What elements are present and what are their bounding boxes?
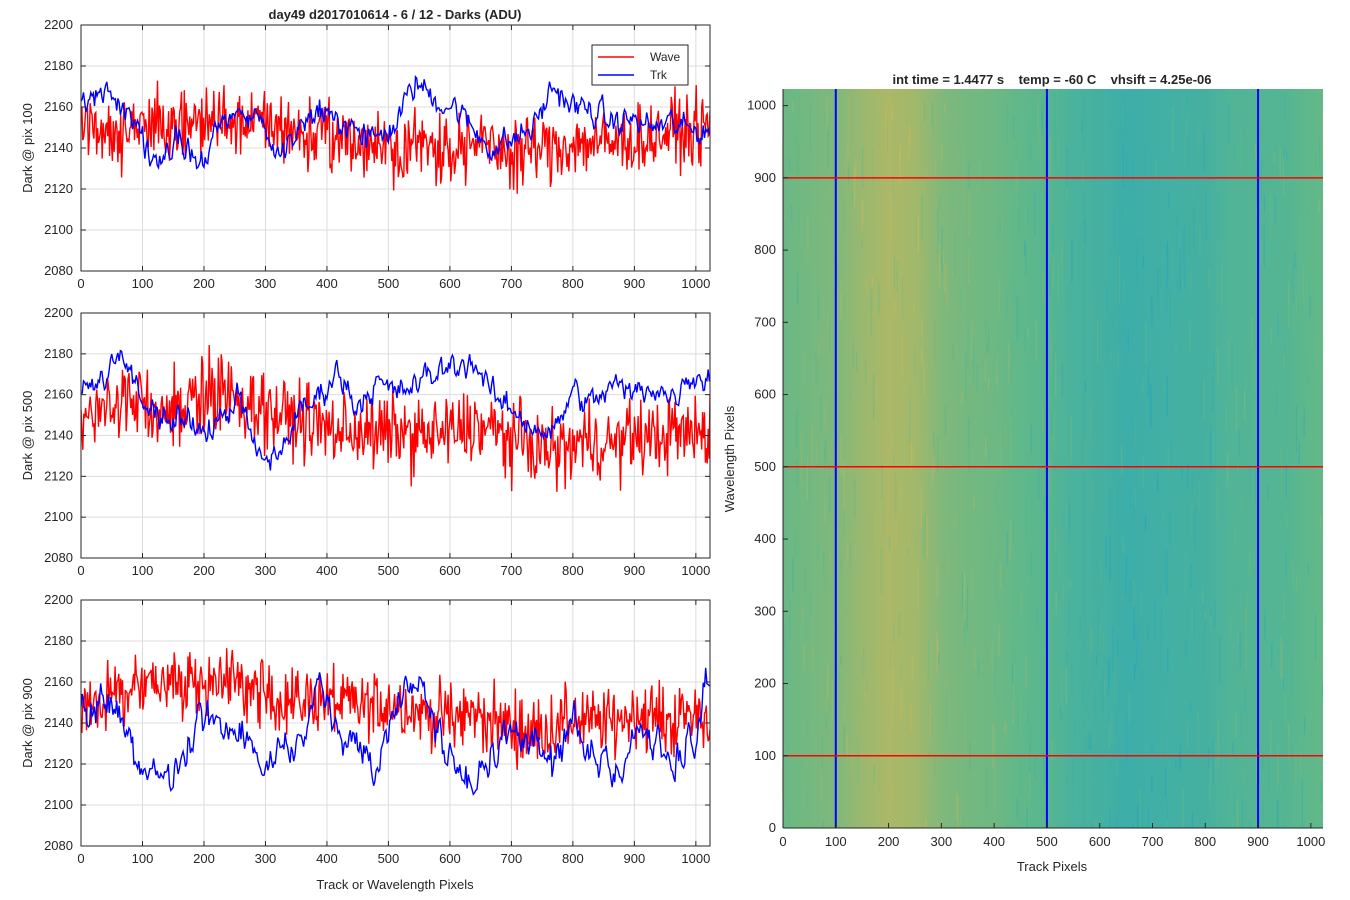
series-line-wave	[81, 80, 710, 194]
x-tick-label: 800	[1194, 834, 1216, 849]
x-tick-label: 600	[439, 563, 461, 578]
x-tick-label: 900	[624, 276, 646, 291]
x-tick-label: 1000	[681, 276, 710, 291]
y-tick-label: 2120	[44, 468, 73, 483]
y-tick-label: 2140	[44, 715, 73, 730]
y-tick-label: 700	[754, 314, 776, 329]
y-axis-label: Dark @ pix 100	[20, 103, 35, 193]
x-tick-label: 300	[931, 834, 953, 849]
x-tick-label: 300	[255, 563, 277, 578]
y-tick-label: 900	[754, 170, 776, 185]
y-axis-label: Dark @ pix 500	[20, 391, 35, 481]
x-tick-label: 500	[378, 276, 400, 291]
x-tick-label: 900	[624, 563, 646, 578]
y-tick-label: 2200	[44, 592, 73, 607]
y-tick-label: 2140	[44, 428, 73, 443]
x-tick-label: 500	[1036, 834, 1058, 849]
y-tick-label: 2100	[44, 222, 73, 237]
x-tick-label: 700	[501, 563, 523, 578]
y-tick-label: 2100	[44, 509, 73, 524]
x-tick-label: 200	[193, 276, 215, 291]
x-tick-label: 800	[562, 851, 584, 866]
series-line-trk	[81, 349, 710, 471]
x-tick-label: 600	[1089, 834, 1111, 849]
x-tick-label: 400	[983, 834, 1005, 849]
y-tick-label: 2080	[44, 838, 73, 853]
x-tick-label: 100	[132, 851, 154, 866]
y-tick-label: 200	[754, 676, 776, 691]
x-tick-label: 600	[439, 851, 461, 866]
y-tick-label: 2160	[44, 387, 73, 402]
y-tick-label: 2140	[44, 140, 73, 155]
x-tick-label: 300	[255, 276, 277, 291]
y-tick-label: 500	[754, 459, 776, 474]
x-tick-label: 400	[316, 276, 338, 291]
x-tick-label: 800	[562, 563, 584, 578]
y-tick-label: 2160	[44, 99, 73, 114]
x-tick-label: 100	[132, 276, 154, 291]
x-tick-label: 100	[132, 563, 154, 578]
x-tick-label: 700	[501, 276, 523, 291]
x-tick-label: 600	[439, 276, 461, 291]
x-tick-label: 1000	[681, 851, 710, 866]
y-tick-label: 2180	[44, 633, 73, 648]
y-tick-label: 800	[754, 242, 776, 257]
dark-image	[783, 89, 1323, 828]
dark-image-axes: 0 100 200 300 400 500 600 700 800 900 1000 0 100 200 3…	[747, 89, 1325, 849]
y-tick-label: 2160	[44, 674, 73, 689]
left-x-axis-label: Track or Wavelength Pixels	[316, 877, 474, 892]
legend-label-wave: Wave	[650, 50, 681, 64]
legend-box	[591, 44, 689, 86]
right-figure-title: int time = 1.4477 s temp = -60 C vhsift …	[892, 72, 1211, 87]
y-tick-label: 2180	[44, 346, 73, 361]
legend-label-trk: Trk	[650, 68, 668, 82]
right-y-axis-label: Wavelength Pixels	[722, 405, 737, 512]
x-tick-label: 100	[825, 834, 847, 849]
y-tick-label: 2120	[44, 756, 73, 771]
y-tick-label: 2100	[44, 797, 73, 812]
x-tick-label: 200	[193, 851, 215, 866]
x-tick-label: 200	[878, 834, 900, 849]
x-tick-label: 300	[255, 851, 277, 866]
x-tick-label: 800	[562, 276, 584, 291]
x-tick-label: 400	[316, 851, 338, 866]
y-tick-label: 400	[754, 531, 776, 546]
y-tick-label: 2200	[44, 17, 73, 32]
series-line-trk	[81, 667, 710, 796]
x-tick-label: 0	[77, 276, 84, 291]
y-tick-label: 2120	[44, 181, 73, 196]
y-tick-label: 0	[769, 820, 776, 835]
y-tick-label: 100	[754, 748, 776, 763]
dark-pix-100-axes: 0 100 200 300 400 500 600 700 800 900 1000 2080 2100…	[20, 17, 711, 291]
x-tick-label: 700	[1142, 834, 1164, 849]
x-tick-label: 0	[77, 563, 84, 578]
x-tick-label: 900	[624, 851, 646, 866]
y-tick-label: 2180	[44, 58, 73, 73]
y-tick-label: 300	[754, 603, 776, 618]
x-tick-label: 900	[1247, 834, 1269, 849]
left-figure-title: day49 d2017010614 - 6 / 12 - Darks (ADU)	[269, 7, 522, 22]
x-tick-label: 700	[501, 851, 523, 866]
x-tick-label: 400	[316, 563, 338, 578]
series-line-wave	[81, 344, 710, 492]
series-line-trk	[81, 75, 710, 171]
y-tick-label: 600	[754, 387, 776, 402]
y-tick-label: 2080	[44, 550, 73, 565]
x-tick-label: 500	[378, 851, 400, 866]
dark-pix-900-axes: 0 100 200 300 400 500 600 700 800 900 1000 2080 2100…	[20, 592, 711, 866]
x-tick-label: 1000	[1296, 834, 1325, 849]
y-tick-label: 2080	[44, 263, 73, 278]
y-axis-label: Dark @ pix 900	[20, 678, 35, 768]
y-tick-label: 2200	[44, 305, 73, 320]
x-tick-label: 0	[77, 851, 84, 866]
right-x-axis-label: Track Pixels	[1017, 859, 1088, 874]
x-tick-label: 200	[193, 563, 215, 578]
x-tick-label: 0	[779, 834, 786, 849]
x-tick-label: 1000	[681, 563, 710, 578]
y-tick-label: 1000	[747, 98, 776, 113]
x-tick-label: 500	[378, 563, 400, 578]
dark-pix-500-axes: 0 100 200 300 400 500 600 700 800 900 1000 2080 2100…	[20, 305, 711, 578]
